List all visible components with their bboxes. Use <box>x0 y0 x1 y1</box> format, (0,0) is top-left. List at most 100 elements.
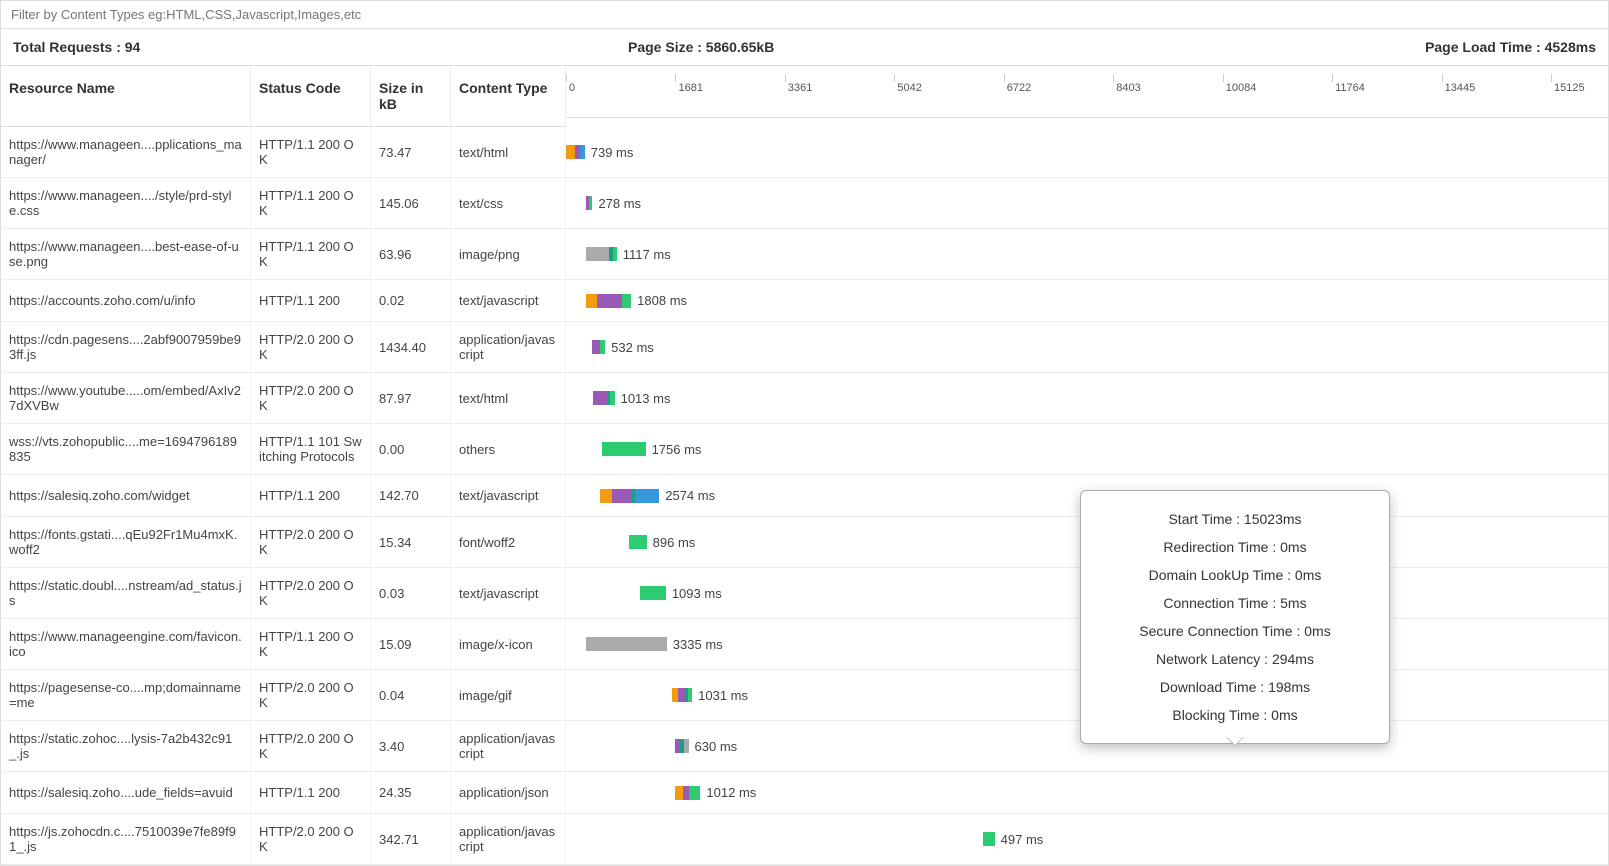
timeline-tick: 8403 <box>1113 74 1140 82</box>
resource-name-cell[interactable]: https://static.doubl....nstream/ad_statu… <box>1 568 251 619</box>
timing-bar[interactable]: 1031 ms <box>672 688 749 702</box>
timeline-cell[interactable]: 1756 ms <box>566 424 1608 475</box>
status-cell: HTTP/2.0 200 OK <box>251 322 371 373</box>
status-cell: HTTP/2.0 200 OK <box>251 721 371 772</box>
status-cell: HTTP/2.0 200 OK <box>251 373 371 424</box>
timing-bar[interactable]: 3335 ms <box>586 637 723 651</box>
timing-segment <box>592 340 600 354</box>
total-requests-label: Total Requests : 94 <box>1 29 616 65</box>
timeline-cell[interactable]: 1117 ms <box>566 229 1608 280</box>
timing-duration-label: 2574 ms <box>665 488 715 503</box>
timing-bar[interactable]: 1117 ms <box>586 247 671 261</box>
tooltip-line: Domain LookUp Time : 0ms <box>1103 561 1367 589</box>
timing-bar[interactable]: 630 ms <box>675 739 737 753</box>
timing-bar[interactable]: 1808 ms <box>586 294 688 308</box>
content-type-cell: application/javascript <box>451 721 566 772</box>
resource-name-cell[interactable]: https://salesiq.zoho.com/widget <box>1 475 251 517</box>
timing-bar[interactable]: 1012 ms <box>675 786 756 800</box>
resource-name-cell[interactable]: https://static.zohoc....lysis-7a2b432c91… <box>1 721 251 772</box>
timeline-cell[interactable]: 1012 ms <box>566 772 1608 814</box>
timeline-cell[interactable]: 497 ms <box>566 814 1608 865</box>
page-size-label: Page Size : 5860.65kB <box>616 29 926 65</box>
size-cell: 0.00 <box>371 424 451 475</box>
content-type-cell: text/javascript <box>451 475 566 517</box>
timing-bar[interactable]: 278 ms <box>586 196 642 210</box>
timing-segment <box>983 832 995 846</box>
size-cell: 342.71 <box>371 814 451 865</box>
content-type-cell: text/html <box>451 373 566 424</box>
resource-name-cell[interactable]: https://pagesense-co....mp;domainname=me <box>1 670 251 721</box>
timing-segment <box>566 145 575 159</box>
resource-name-cell[interactable]: wss://vts.zohopublic....me=1694796189835 <box>1 424 251 475</box>
timing-bar[interactable]: 739 ms <box>566 145 633 159</box>
timing-segment <box>597 294 622 308</box>
timeline-cell[interactable]: 532 ms <box>566 322 1608 373</box>
size-cell: 87.97 <box>371 373 451 424</box>
size-cell: 0.03 <box>371 568 451 619</box>
timing-segment <box>580 145 585 159</box>
timeline-cell[interactable]: 278 ms <box>566 178 1608 229</box>
size-cell: 145.06 <box>371 178 451 229</box>
tooltip-line: Secure Connection Time : 0ms <box>1103 617 1367 645</box>
timing-duration-label: 739 ms <box>591 145 634 160</box>
resource-name-cell[interactable]: https://www.manageen....pplications_mana… <box>1 127 251 178</box>
timeline-cell[interactable]: 739 ms <box>566 127 1608 178</box>
timing-segment <box>602 442 646 456</box>
col-size[interactable]: Size in kB <box>371 66 451 127</box>
size-cell: 24.35 <box>371 772 451 814</box>
timing-duration-label: 532 ms <box>611 340 654 355</box>
timing-segment <box>612 489 631 503</box>
timing-segment <box>629 535 647 549</box>
timeline-cell[interactable]: 1808 ms <box>566 280 1608 322</box>
timing-bar[interactable]: 497 ms <box>983 832 1044 846</box>
content-type-cell: image/png <box>451 229 566 280</box>
timing-bar[interactable]: 1756 ms <box>602 442 702 456</box>
timing-segment <box>622 294 631 308</box>
filter-input[interactable] <box>11 7 1598 22</box>
resource-name-cell[interactable]: https://www.manageen....best-ease-of-use… <box>1 229 251 280</box>
col-resource-name[interactable]: Resource Name <box>1 66 251 127</box>
tooltip-line: Download Time : 198ms <box>1103 673 1367 701</box>
col-status-code[interactable]: Status Code <box>251 66 371 127</box>
tooltip-line: Network Latency : 294ms <box>1103 645 1367 673</box>
timeline-tick: 1681 <box>675 74 702 82</box>
content-type-cell: application/json <box>451 772 566 814</box>
timeline-tick: 15125 <box>1551 74 1585 82</box>
timing-segment <box>635 489 659 503</box>
timing-bar[interactable]: 1013 ms <box>593 391 670 405</box>
timing-bar[interactable]: 1093 ms <box>640 586 722 600</box>
resource-name-cell[interactable]: https://www.manageengine.com/favicon.ico <box>1 619 251 670</box>
timing-duration-label: 3335 ms <box>673 637 723 652</box>
size-cell: 73.47 <box>371 127 451 178</box>
timeline-cell[interactable]: 1013 ms <box>566 373 1608 424</box>
resource-name-cell[interactable]: https://cdn.pagesens....2abf9007959be93f… <box>1 322 251 373</box>
timing-duration-label: 278 ms <box>598 196 641 211</box>
timing-segment <box>678 688 686 702</box>
status-cell: HTTP/2.0 200 OK <box>251 814 371 865</box>
timing-duration-label: 896 ms <box>653 535 696 550</box>
resource-name-cell[interactable]: https://js.zohocdn.c....7510039e7fe89f91… <box>1 814 251 865</box>
status-cell: HTTP/2.0 200 OK <box>251 568 371 619</box>
timing-segment <box>600 489 613 503</box>
timing-segment <box>586 247 610 261</box>
timing-bar[interactable]: 532 ms <box>592 340 654 354</box>
resource-name-cell[interactable]: https://www.manageen..../style/prd-style… <box>1 178 251 229</box>
resource-name-cell[interactable]: https://salesiq.zoho....ude_fields=avuid <box>1 772 251 814</box>
col-content-type[interactable]: Content Type <box>451 66 566 127</box>
timing-duration-label: 630 ms <box>695 739 738 754</box>
size-cell: 142.70 <box>371 475 451 517</box>
timing-tooltip: Start Time : 15023msRedirection Time : 0… <box>1080 490 1390 744</box>
resource-name-cell[interactable]: https://fonts.gstati....qEu92Fr1Mu4mxK.w… <box>1 517 251 568</box>
timing-segment <box>675 786 683 800</box>
resource-name-cell[interactable]: https://accounts.zoho.com/u/info <box>1 280 251 322</box>
resource-grid: Resource Name Status Code Size in kB Con… <box>1 66 1608 865</box>
timeline-tick: 13445 <box>1442 74 1476 82</box>
timing-bar[interactable]: 2574 ms <box>600 489 715 503</box>
status-cell: HTTP/1.1 200 OK <box>251 229 371 280</box>
content-type-cell: others <box>451 424 566 475</box>
timeline-header: 0168133615042672284031008411764134451512… <box>566 66 1608 118</box>
timing-bar[interactable]: 896 ms <box>629 535 695 549</box>
resource-name-cell[interactable]: https://www.youtube.....om/embed/AxIv27d… <box>1 373 251 424</box>
content-type-cell: text/css <box>451 178 566 229</box>
status-cell: HTTP/2.0 200 OK <box>251 670 371 721</box>
